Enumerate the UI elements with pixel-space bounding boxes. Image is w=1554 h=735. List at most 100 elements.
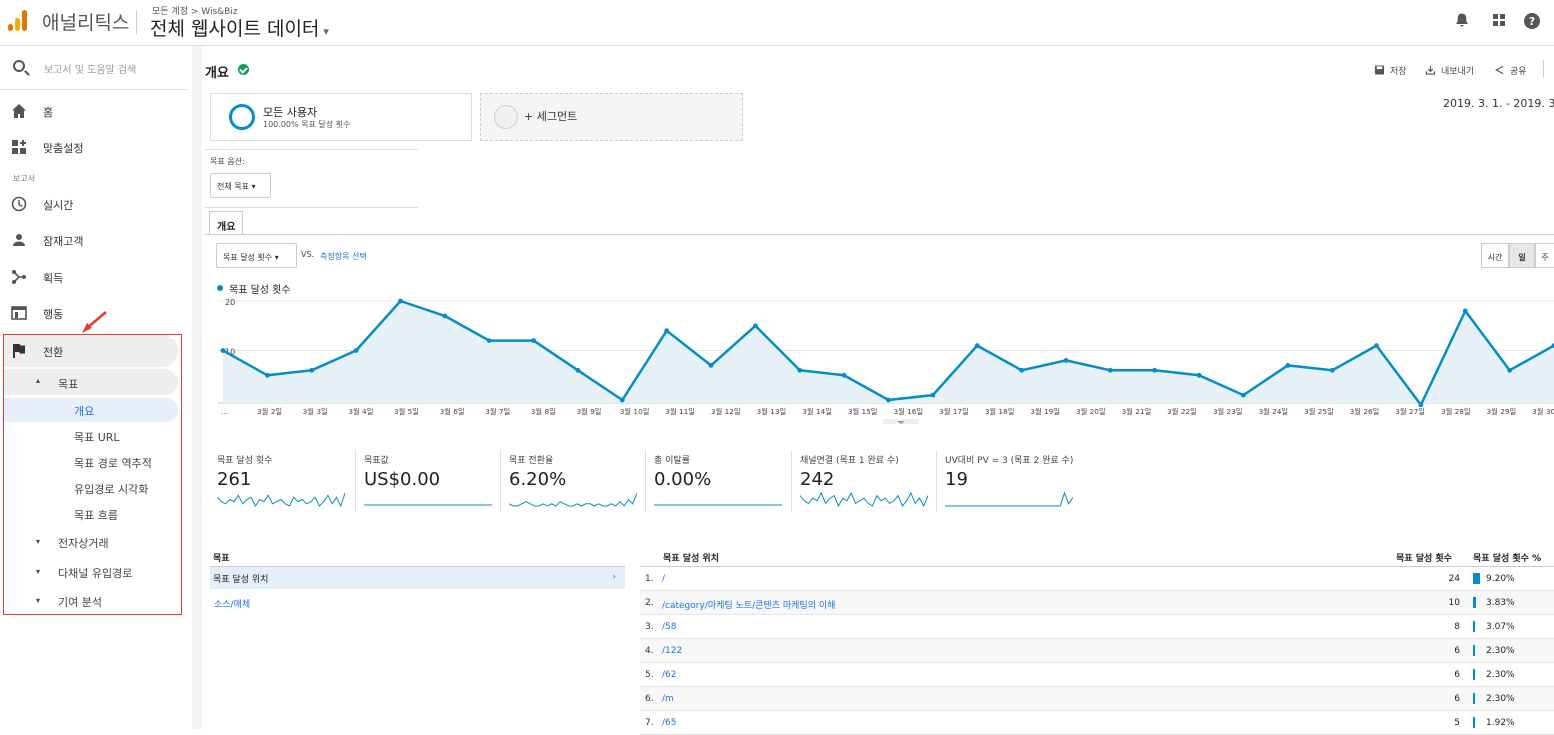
scorecard[interactable]: 목표값 US$0.00 bbox=[355, 450, 495, 512]
goal-location-link[interactable]: /122 bbox=[662, 646, 683, 656]
expand-more-icon[interactable]: ▾ bbox=[36, 596, 41, 605]
column-header-goal-location[interactable]: 목표 달성 위치 bbox=[663, 554, 719, 564]
sidebar-item-behavior[interactable]: 행동 bbox=[0, 297, 188, 329]
apps-grid-icon[interactable] bbox=[1489, 12, 1509, 32]
search-input[interactable]: 보고서 및 도움말 검색 bbox=[44, 65, 137, 76]
x-tick-label: ... bbox=[221, 407, 228, 416]
expand-more-icon[interactable]: ▾ bbox=[36, 567, 41, 576]
percent-bar bbox=[1473, 645, 1475, 656]
scorecard[interactable]: 총 이탈률 0.00% bbox=[645, 450, 785, 512]
empty-segment-ring bbox=[494, 105, 518, 129]
sidebar-item-label: 잠재고객 bbox=[43, 235, 84, 248]
header-divider bbox=[136, 10, 137, 34]
x-tick-label: 3월 25일 bbox=[1304, 407, 1334, 416]
sidebar-item-audience[interactable]: 잠재고객 bbox=[0, 224, 188, 256]
sidebar-item-funnel-visualization[interactable]: 유입경로 시각화 bbox=[74, 483, 149, 496]
scorecard-value: 261 bbox=[217, 469, 252, 490]
share-button[interactable]: 공유 bbox=[1494, 64, 1527, 77]
data-point bbox=[1196, 372, 1202, 378]
sidebar-item-acquisition[interactable]: 획득 bbox=[0, 261, 188, 293]
bell-icon[interactable] bbox=[1452, 12, 1472, 32]
sidebar-item-goal-overview[interactable]: 개요 bbox=[74, 405, 95, 418]
goal-location-link[interactable]: /category/마케팅 노트/콘텐츠 마케팅의 이해 bbox=[662, 601, 836, 611]
divider bbox=[210, 566, 625, 567]
x-tick-label: 3월 17일 bbox=[939, 407, 969, 416]
segment-all-users[interactable]: 모든 사용자 100.00% 목표 달성 횟수 bbox=[210, 93, 472, 141]
sidebar-item-ecommerce[interactable]: 전자상거래 bbox=[58, 537, 109, 550]
sidebar-item-label: 실시간 bbox=[43, 199, 74, 212]
dimension-source-medium[interactable]: 소스/매체 bbox=[214, 600, 251, 610]
select-metric-link[interactable]: 측정항목 선택 bbox=[320, 252, 367, 261]
goal-location-link[interactable]: /m bbox=[662, 694, 674, 704]
data-point bbox=[486, 338, 492, 343]
percent-bar bbox=[1473, 693, 1475, 704]
divider bbox=[205, 207, 418, 208]
analytics-logo[interactable] bbox=[8, 9, 28, 31]
data-point bbox=[930, 392, 936, 398]
x-tick-label: 3월 10일 bbox=[620, 407, 650, 416]
goal-location-link[interactable]: /62 bbox=[662, 670, 677, 680]
column-header-goal-completions-pct[interactable]: 목표 달성 횟수 % bbox=[1473, 554, 1542, 564]
sparkline bbox=[217, 492, 345, 507]
data-point bbox=[753, 323, 758, 329]
scorecard[interactable]: 채널연결 (목표 1 완료 수) 242 bbox=[791, 450, 931, 512]
sidebar-item-customization[interactable]: 맞춤설정 bbox=[0, 131, 188, 163]
sparkline-path bbox=[800, 491, 928, 507]
time-daily-button[interactable]: 일 bbox=[1509, 243, 1535, 268]
sidebar-item-reverse-goal-path[interactable]: 목표 경로 역추적 bbox=[74, 457, 152, 470]
account-breadcrumb[interactable]: 모든 계정 > Wis&Biz bbox=[152, 7, 238, 17]
sidebar-item-attribution[interactable]: 기여 분석 bbox=[58, 596, 102, 609]
sparkline-path bbox=[945, 491, 1073, 507]
dimension-goal-location[interactable]: 목표 달성 위치 › bbox=[210, 567, 625, 589]
expand-less-icon[interactable]: ▴ bbox=[36, 376, 41, 385]
report-search[interactable]: 보고서 및 도움말 검색 bbox=[0, 46, 188, 90]
table-row: 2. /category/마케팅 노트/콘텐츠 마케팅의 이해 10 3.83% bbox=[640, 591, 1554, 615]
time-hourly-button[interactable]: 시간 bbox=[1481, 243, 1509, 268]
goal-completions-pct: 1.92% bbox=[1486, 718, 1515, 728]
scorecard-title: 채널연결 (목표 1 완료 수) bbox=[800, 456, 899, 466]
data-point bbox=[1374, 343, 1379, 348]
row-index: 6. bbox=[645, 694, 654, 704]
property-selector[interactable]: 전체 웹사이트 데이터 ▾ bbox=[150, 14, 329, 41]
scorecard[interactable]: 목표 달성 횟수 261 bbox=[209, 450, 349, 512]
goal-option-select[interactable]: 전체 목표 ▾ bbox=[210, 173, 271, 198]
sidebar-item-goal-url[interactable]: 목표 URL bbox=[74, 431, 120, 444]
sidebar-item-goal-flow[interactable]: 목표 흐름 bbox=[74, 509, 118, 522]
time-weekly-button[interactable]: 주 bbox=[1535, 243, 1554, 268]
chevron-down-icon bbox=[897, 421, 905, 424]
goal-completions-value: 5 bbox=[1454, 718, 1460, 728]
sidebar-item-goals[interactable]: 목표 bbox=[58, 378, 79, 391]
scorecard[interactable]: UV대비 PV = 3 (목표 2 완료 수) 19 bbox=[936, 450, 1076, 512]
sidebar-item-conversions[interactable]: 전환 bbox=[0, 335, 188, 367]
date-range-picker[interactable]: 2019. 3. 1. - 2019. 3. bbox=[1443, 97, 1554, 110]
save-button[interactable]: 저장 bbox=[1374, 64, 1407, 77]
data-point bbox=[353, 348, 359, 353]
scorecard-value: 0.00% bbox=[654, 469, 712, 490]
sidebar-item-multichannel[interactable]: 다채널 유입경로 bbox=[58, 567, 133, 580]
x-tick-label: 3월 14일 bbox=[802, 407, 832, 416]
divider bbox=[640, 566, 1554, 567]
sparkline bbox=[800, 491, 928, 507]
toolbar-divider bbox=[1543, 60, 1544, 78]
series-area bbox=[223, 301, 1554, 405]
data-point bbox=[619, 397, 625, 403]
sparkline-path bbox=[509, 492, 637, 507]
column-header-goal-completions[interactable]: 목표 달성 횟수 bbox=[1396, 554, 1452, 564]
sidebar-item-realtime[interactable]: 실시간 bbox=[0, 188, 188, 220]
add-segment-button[interactable]: + 세그먼트 bbox=[480, 93, 743, 141]
goal-completions-pct: 3.07% bbox=[1486, 622, 1515, 632]
goal-location-link[interactable]: /58 bbox=[662, 622, 677, 632]
metric-select[interactable]: 목표 달성 횟수 ▾ bbox=[216, 243, 297, 268]
goal-location-link[interactable]: /65 bbox=[662, 718, 677, 728]
scorecard-value: US$0.00 bbox=[364, 469, 441, 490]
row-index: 7. bbox=[645, 718, 654, 728]
scorecard[interactable]: 목표 전환율 6.20% bbox=[500, 450, 640, 512]
help-icon[interactable]: ? bbox=[1522, 12, 1542, 32]
x-tick-label: 3월 28일 bbox=[1441, 407, 1471, 416]
expand-more-icon[interactable]: ▾ bbox=[36, 537, 41, 546]
goal-location-link[interactable]: / bbox=[662, 574, 666, 584]
data-point bbox=[575, 367, 581, 373]
app-name: 애널리틱스 bbox=[42, 12, 130, 34]
sidebar-item-home[interactable]: 홈 bbox=[0, 95, 188, 127]
export-button[interactable]: 내보내기 bbox=[1425, 64, 1474, 77]
